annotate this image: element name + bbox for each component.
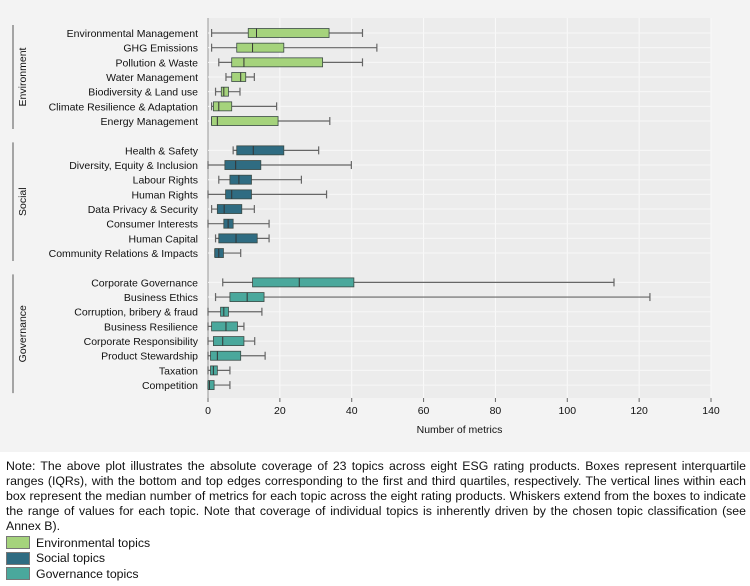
topic-label: Energy Management [101, 116, 199, 128]
chart-note: Note: The above plot illustrates the abs… [6, 459, 746, 533]
topic-label: Corruption, bribery & fraud [74, 307, 198, 319]
topic-label: Competition [142, 380, 198, 392]
x-tick-label: 60 [418, 405, 430, 417]
iqr-box [216, 204, 243, 214]
iqr-box [218, 233, 258, 244]
iqr-box [236, 42, 285, 53]
iqr-box [231, 72, 247, 82]
topic-label: Water Management [106, 72, 198, 84]
group-label: Social [17, 187, 29, 216]
iqr-box [212, 101, 233, 112]
legend-swatch [6, 567, 30, 581]
iqr-box [236, 145, 285, 156]
topic-label: Business Resilience [104, 321, 198, 333]
topic-label: Product Stewardship [101, 351, 198, 363]
topic-label: Diversity, Equity & Inclusion [69, 160, 198, 172]
iqr-box [220, 86, 229, 97]
chart-panel: 0 20 40 60 80 100 120 140 Number of metrics Envir… [0, 0, 750, 452]
legend-label: Social topics [36, 551, 106, 566]
iqr-box [207, 380, 215, 390]
x-tick-label: 120 [630, 405, 648, 417]
legend-label: Governance topics [36, 566, 139, 581]
topic-label: Taxation [159, 365, 198, 377]
x-tick-label: 20 [274, 405, 286, 417]
iqr-box [252, 277, 355, 288]
group-label: Governance [17, 305, 29, 362]
iqr-box [211, 116, 279, 126]
iqr-box [247, 28, 330, 38]
plot-area [208, 18, 711, 398]
iqr-box [225, 189, 252, 200]
topic-label: Biodiversity & Land use [88, 87, 198, 99]
topic-label: Human Rights [131, 189, 198, 201]
legend-item-social: Social topics [6, 551, 746, 567]
topic-label: Business Ethics [124, 292, 198, 304]
legend-item-environmental: Environmental topics [6, 535, 746, 551]
topic-label: Consumer Interests [106, 219, 198, 231]
iqr-box [231, 57, 324, 68]
iqr-box [212, 336, 245, 346]
topic-label: GHG Emissions [123, 43, 198, 55]
topic-label: Labour Rights [133, 175, 198, 187]
iqr-box [229, 174, 252, 185]
topic-label: Corporate Responsibility [84, 336, 199, 348]
topic-label: Community Relations & Impacts [49, 248, 198, 260]
legend-label: Environmental topics [36, 535, 151, 550]
topic-label: Data Privacy & Security [88, 204, 199, 216]
topic-label: Corporate Governance [91, 277, 198, 289]
iqr-box [211, 321, 238, 332]
iqr-box [210, 350, 242, 361]
topic-label: Pollution & Waste [116, 57, 199, 69]
esg-topic-coverage-boxplot: 0 20 40 60 80 100 120 140 Number of metrics Envir… [12, 18, 720, 436]
x-tick-label: 40 [346, 405, 358, 417]
iqr-box [210, 365, 218, 376]
caption-area: Note: The above plot illustrates the abs… [6, 459, 746, 582]
x-tick-label: 140 [702, 405, 720, 417]
x-tick-label: 100 [559, 405, 577, 417]
x-axis-label: Number of metrics [417, 424, 503, 436]
legend-swatch [6, 536, 30, 550]
topic-label: Health & Safety [125, 145, 199, 157]
iqr-box [224, 160, 262, 170]
topic-label: Environmental Management [67, 28, 198, 40]
iqr-box [220, 306, 229, 317]
x-tick-label: 80 [490, 405, 502, 417]
topic-label: Climate Resilience & Adaptation [49, 101, 199, 113]
legend: Environmental topics Social topics Gover… [6, 535, 746, 582]
legend-item-governance: Governance topics [6, 566, 746, 582]
group-label: Environment [17, 47, 29, 106]
legend-swatch [6, 551, 30, 565]
x-tick-label: 0 [205, 405, 211, 417]
topic-label: Human Capital [129, 233, 198, 245]
